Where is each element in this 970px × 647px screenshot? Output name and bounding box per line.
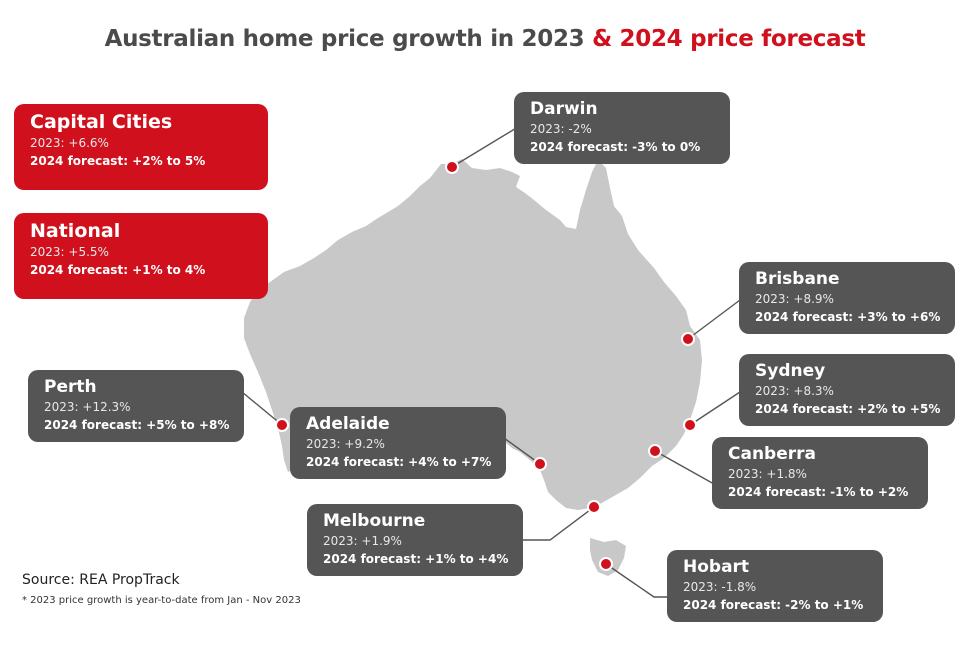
brisbane-card: Brisbane 2023: +8.9% 2024 forecast: +3% … xyxy=(739,262,955,334)
hobart-marker[interactable] xyxy=(599,557,613,571)
perth-card: Perth 2023: +12.3% 2024 forecast: +5% to… xyxy=(28,370,244,442)
capital-cities-growth: 2023: +6.6% xyxy=(30,136,109,150)
adelaide-marker[interactable] xyxy=(533,457,547,471)
melbourne-name: Melbourne xyxy=(323,511,426,531)
adelaide-name: Adelaide xyxy=(306,414,390,434)
darwin-leader xyxy=(451,126,519,168)
chart-title: Australian home price growth in 2023 & 2… xyxy=(0,26,970,52)
melbourne-growth: 2023: +1.9% xyxy=(323,534,402,548)
brisbane-forecast: 2024 forecast: +3% to +6% xyxy=(755,310,941,324)
sydney-leader xyxy=(689,391,741,426)
capital-cities-card: Capital Cities 2023: +6.6% 2024 forecast… xyxy=(14,104,268,190)
canberra-card: Canberra 2023: +1.8% 2024 forecast: -1% … xyxy=(712,437,928,509)
darwin-name: Darwin xyxy=(530,99,598,119)
melbourne-leader xyxy=(522,506,595,541)
tasmania xyxy=(590,538,626,576)
national-forecast: 2024 forecast: +1% to 4% xyxy=(30,263,206,277)
adelaide-card: Adelaide 2023: +9.2% 2024 forecast: +4% … xyxy=(290,407,506,479)
melbourne-forecast: 2024 forecast: +1% to +4% xyxy=(323,552,509,566)
footnote-text: * 2023 price growth is year-to-date from… xyxy=(22,595,301,606)
title-accent: & 2024 price forecast xyxy=(592,26,866,52)
darwin-forecast: 2024 forecast: -3% to 0% xyxy=(530,140,701,154)
sydney-marker[interactable] xyxy=(683,418,697,432)
perth-leader xyxy=(241,391,283,426)
brisbane-marker[interactable] xyxy=(681,332,695,346)
adelaide-leader xyxy=(503,437,541,465)
canberra-marker[interactable] xyxy=(648,444,662,458)
national-card: National 2023: +5.5% 2024 forecast: +1% … xyxy=(14,213,268,299)
canberra-leader xyxy=(654,450,715,485)
brisbane-name: Brisbane xyxy=(755,269,840,289)
perth-marker[interactable] xyxy=(275,418,289,432)
brisbane-leader xyxy=(687,299,741,340)
canberra-growth: 2023: +1.8% xyxy=(728,467,807,481)
darwin-marker[interactable] xyxy=(445,160,459,174)
sydney-forecast: 2024 forecast: +2% to +5% xyxy=(755,402,941,416)
capital-cities-forecast: 2024 forecast: +2% to 5% xyxy=(30,154,206,168)
hobart-card: Hobart 2023: -1.8% 2024 forecast: -2% to… xyxy=(667,550,883,622)
hobart-growth: 2023: -1.8% xyxy=(683,580,757,594)
capital-cities-name: Capital Cities xyxy=(30,111,173,133)
perth-name: Perth xyxy=(44,377,97,397)
sydney-name: Sydney xyxy=(755,361,826,381)
sydney-growth: 2023: +8.3% xyxy=(755,384,834,398)
melbourne-marker[interactable] xyxy=(587,500,601,514)
sydney-card: Sydney 2023: +8.3% 2024 forecast: +2% to… xyxy=(739,354,955,426)
darwin-growth: 2023: -2% xyxy=(530,122,592,136)
melbourne-card: Melbourne 2023: +1.9% 2024 forecast: +1%… xyxy=(307,504,523,576)
source-text: Source: REA PropTrack xyxy=(22,572,180,588)
national-growth: 2023: +5.5% xyxy=(30,245,109,259)
darwin-card: Darwin 2023: -2% 2024 forecast: -3% to 0… xyxy=(514,92,730,164)
brisbane-growth: 2023: +8.9% xyxy=(755,292,834,306)
hobart-name: Hobart xyxy=(683,557,750,577)
perth-growth: 2023: +12.3% xyxy=(44,400,131,414)
national-name: National xyxy=(30,220,121,242)
adelaide-forecast: 2024 forecast: +4% to +7% xyxy=(306,455,492,469)
adelaide-growth: 2023: +9.2% xyxy=(306,437,385,451)
title-main: Australian home price growth in 2023 xyxy=(104,26,585,52)
perth-forecast: 2024 forecast: +5% to +8% xyxy=(44,418,230,432)
hobart-forecast: 2024 forecast: -2% to +1% xyxy=(683,598,864,612)
hobart-leader xyxy=(605,563,668,598)
canberra-name: Canberra xyxy=(728,444,816,464)
canberra-forecast: 2024 forecast: -1% to +2% xyxy=(728,485,909,499)
